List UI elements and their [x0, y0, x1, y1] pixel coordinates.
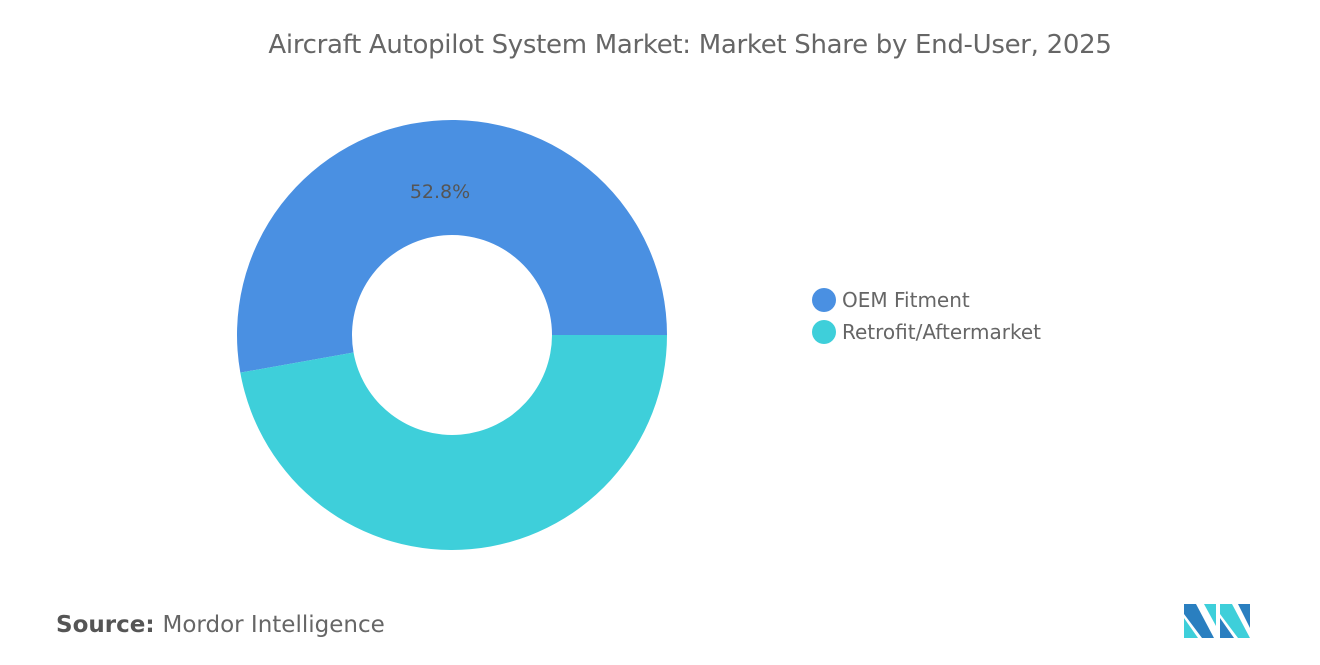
chart-title: Aircraft Autopilot System Market: Market… [268, 30, 1112, 60]
source-label: Source: [56, 612, 155, 638]
source-note: Source: Mordor Intelligence [56, 612, 385, 638]
slice-oem-fitment [237, 120, 667, 373]
legend-label: OEM Fitment [842, 288, 970, 312]
mordor-intelligence-logo [1184, 604, 1250, 638]
legend-swatch [812, 288, 836, 312]
legend-item-oem-fitment: OEM Fitment [812, 284, 1041, 316]
source-value: Mordor Intelligence [162, 612, 385, 638]
legend-swatch [812, 320, 836, 344]
data-label-oem-fitment: 52.8% [410, 181, 470, 203]
legend-item-retrofit-aftermarket: Retrofit/Aftermarket [812, 316, 1041, 348]
legend-label: Retrofit/Aftermarket [842, 320, 1041, 344]
slice-retrofit-aftermarket [240, 335, 667, 551]
legend: OEM Fitment Retrofit/Aftermarket [812, 284, 1041, 348]
